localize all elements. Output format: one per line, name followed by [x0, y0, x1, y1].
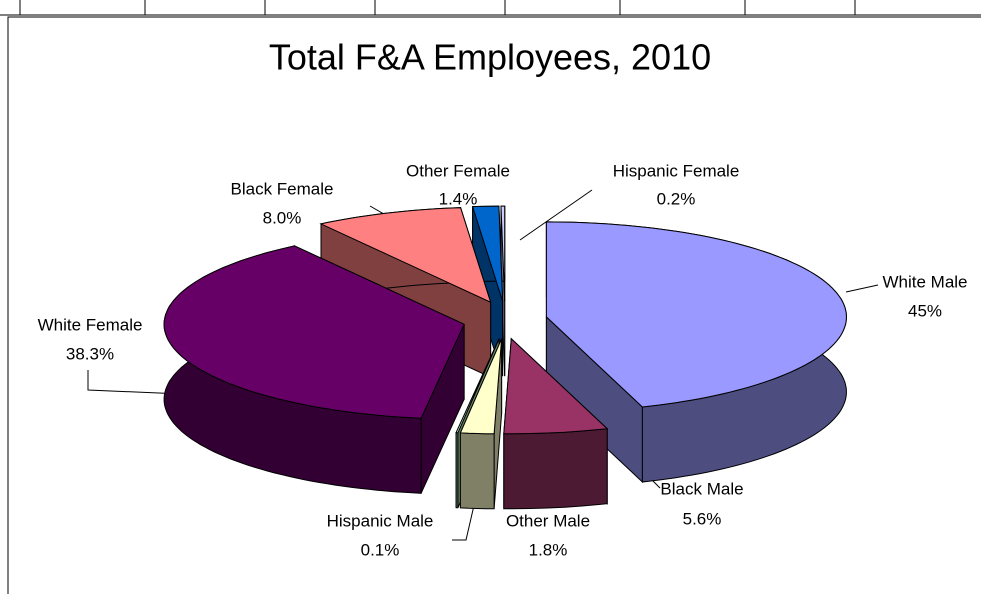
data-label-name: Hispanic Male	[327, 511, 434, 530]
slice-top	[319, 207, 492, 304]
data-label-value: 0.1%	[361, 540, 400, 559]
data-label-name: Hispanic Female	[613, 161, 740, 180]
data-label-name: Black Female	[231, 179, 334, 198]
data-label-value: 1.8%	[529, 540, 568, 559]
data-label-name: Other Female	[406, 161, 510, 180]
slice	[500, 205, 506, 377]
slice	[459, 338, 503, 510]
slice	[163, 245, 465, 494]
data-label-name: Black Male	[660, 479, 743, 498]
slice-top	[163, 245, 465, 419]
slice	[545, 221, 847, 484]
data-label-value: 8.0%	[263, 208, 302, 227]
data-label-value: 38.3%	[66, 344, 114, 363]
slice-outer-side	[459, 432, 495, 510]
data-label-value: 5.6%	[683, 509, 722, 528]
slice-top	[471, 205, 504, 302]
slice-outer-side	[455, 432, 459, 509]
chart-title: Total F&A Employees, 2010	[269, 37, 711, 78]
data-label-name: White Male	[882, 272, 967, 291]
data-label-value: 0.2%	[657, 189, 696, 208]
slice-top	[500, 205, 506, 302]
slice-top	[545, 221, 847, 408]
slice-top	[455, 338, 500, 434]
data-label-value: 1.4%	[439, 189, 478, 208]
slice-top	[459, 338, 503, 435]
data-label-name: Other Male	[506, 511, 590, 530]
slice	[503, 337, 609, 510]
data-label-value: 45%	[908, 301, 942, 320]
sheet-grid	[0, 0, 981, 16]
slice-outer-side	[503, 428, 608, 510]
slice-top	[503, 337, 609, 435]
data-label-name: White Female	[38, 315, 143, 334]
